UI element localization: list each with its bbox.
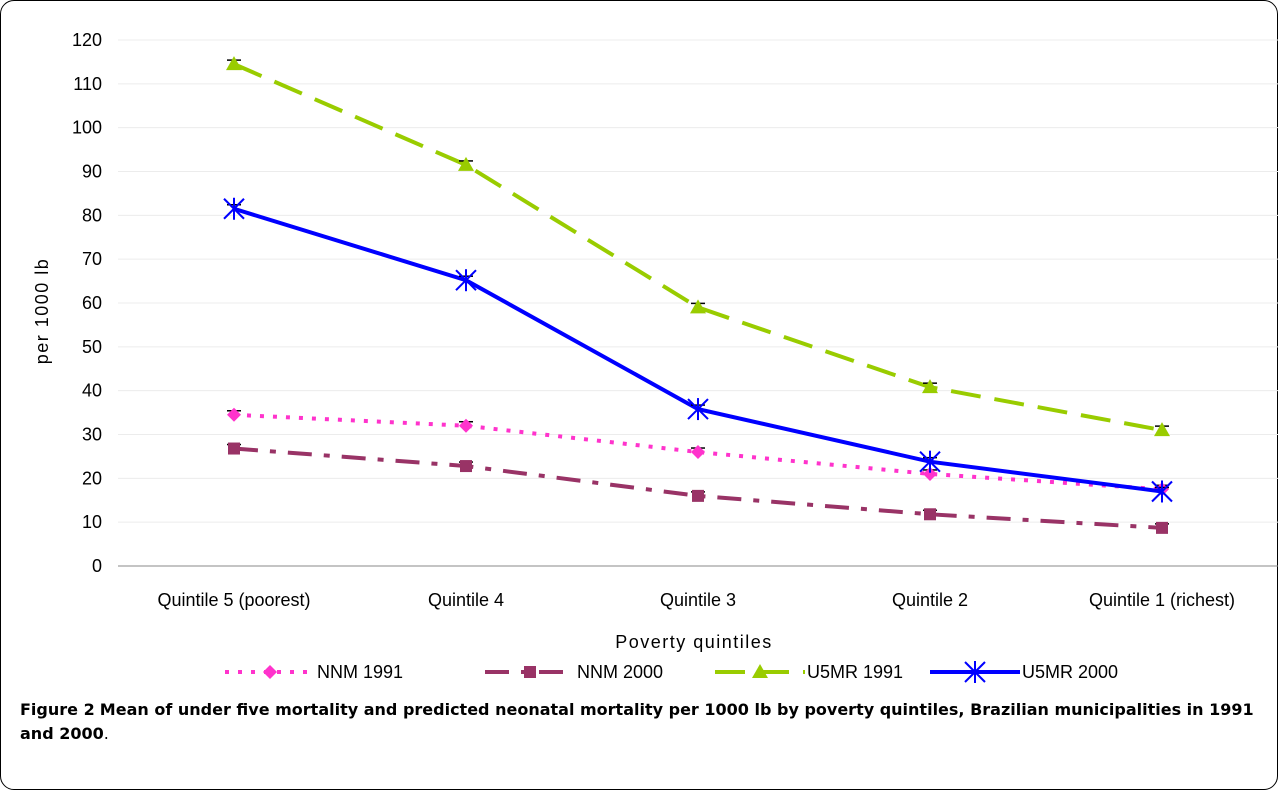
y-tick-label: 50 xyxy=(82,337,102,357)
y-tick-label: 100 xyxy=(72,118,102,138)
y-tick-label: 0 xyxy=(92,556,102,576)
legend-label: U5MR 1991 xyxy=(807,662,903,682)
series-line xyxy=(233,446,1163,530)
data-point xyxy=(691,445,705,460)
y-tick-label: 80 xyxy=(82,205,102,225)
data-point xyxy=(455,269,477,292)
y-tick-label: 30 xyxy=(82,425,102,445)
caption-label: Figure 2 xyxy=(20,700,95,719)
y-tick-label: 120 xyxy=(72,30,102,50)
data-point xyxy=(687,398,709,421)
legend-item: U5MR 1991 xyxy=(715,662,903,682)
caption-end: . xyxy=(103,724,109,743)
gridlines xyxy=(118,39,1278,523)
data-point xyxy=(228,442,240,455)
legend: NNM 1991 NNM 2000 U5MR 1991 U5MR 2000 xyxy=(225,661,1118,683)
y-tick-label: 110 xyxy=(73,74,102,94)
series-1 xyxy=(227,407,1169,497)
legend-marker xyxy=(964,661,986,683)
legend-label: U5MR 2000 xyxy=(1022,662,1118,682)
x-tick-labels: Quintile 5 (poorest) Quintile 4 Quintile 3… xyxy=(157,590,1235,610)
x-tick-label: Quintile 5 (poorest) xyxy=(157,590,310,610)
x-tick-label: Quintile 1 (richest) xyxy=(1089,590,1235,610)
legend-label: NNM 2000 xyxy=(577,662,663,682)
y-tick-label: 20 xyxy=(82,468,102,488)
legend-label: NNM 1991 xyxy=(317,662,403,682)
y-tick-label: 90 xyxy=(82,162,102,182)
legend-item: NNM 1991 xyxy=(225,662,403,682)
data-point xyxy=(1156,521,1168,534)
legend-item: U5MR 2000 xyxy=(930,661,1118,683)
caption-title: Mean of under five mortality and predict… xyxy=(20,700,1254,743)
data-point xyxy=(924,508,936,521)
line-chart: 0 10 20 30 40 50 60 70 80 90 100 110 120 Quintile 5 … xyxy=(32,30,1278,683)
y-tick-label: 60 xyxy=(82,293,102,313)
data-point xyxy=(459,418,473,433)
data-point xyxy=(922,379,938,394)
data-point xyxy=(1151,480,1173,503)
data-point xyxy=(223,197,245,220)
y-tick-label: 10 xyxy=(82,512,102,532)
data-point xyxy=(227,407,241,422)
data-point xyxy=(460,460,472,473)
data-point xyxy=(458,156,474,171)
figure-caption: Figure 2 Mean of under five mortality an… xyxy=(20,698,1260,746)
series-4 xyxy=(223,197,1173,503)
data-point xyxy=(692,489,704,502)
y-tick-label: 40 xyxy=(82,381,102,401)
series xyxy=(223,56,1173,534)
y-tick-label: 70 xyxy=(82,249,102,269)
series-2 xyxy=(227,442,1169,534)
data-point xyxy=(919,450,941,473)
x-axis-title: Poverty quintiles xyxy=(615,632,773,652)
data-point xyxy=(923,466,937,481)
data-point xyxy=(1154,422,1170,437)
y-axis-title: per 1000 lb xyxy=(32,258,52,365)
series-line xyxy=(233,62,1163,433)
legend-marker xyxy=(524,666,536,678)
legend-marker xyxy=(263,665,277,679)
x-tick-label: Quintile 3 xyxy=(660,590,736,610)
y-tick-labels: 0 10 20 30 40 50 60 70 80 90 100 110 120 xyxy=(72,30,102,576)
data-point xyxy=(226,56,242,71)
legend-marker xyxy=(752,664,768,678)
x-tick-label: Quintile 2 xyxy=(892,590,968,610)
series-3 xyxy=(226,56,1170,437)
legend-item: NNM 2000 xyxy=(485,662,663,682)
data-point xyxy=(690,299,706,314)
x-tick-label: Quintile 4 xyxy=(428,590,504,610)
